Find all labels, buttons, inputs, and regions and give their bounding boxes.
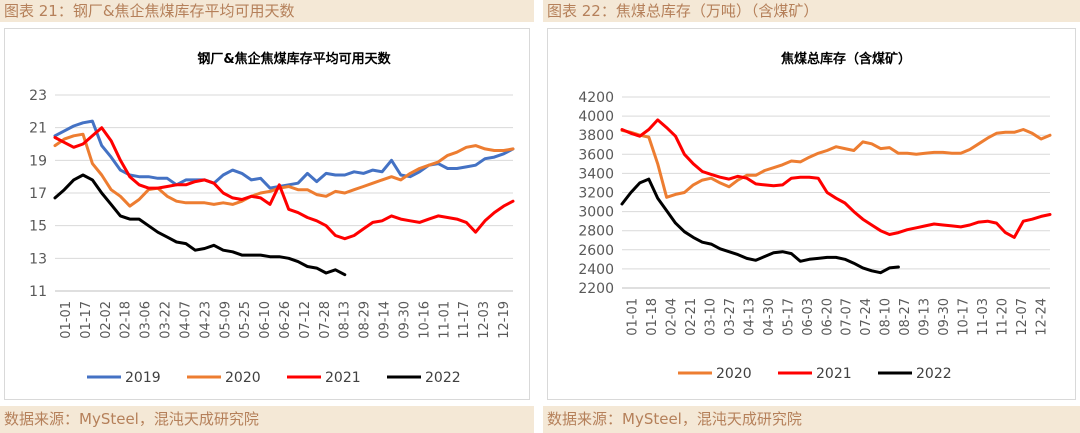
legend-label-2019: 2019 xyxy=(125,370,161,386)
y-tick-label: 2600 xyxy=(578,243,614,259)
y-tick-label: 4200 xyxy=(578,90,614,106)
legend-label-2022: 2022 xyxy=(916,366,952,382)
chart-title: 焦煤总库存（含煤矿） xyxy=(780,51,911,67)
x-tick-label: 09-30 xyxy=(397,301,412,339)
x-tick-label: 11-01 xyxy=(437,301,452,339)
x-tick-label: 01-17 xyxy=(79,301,94,339)
legend-label-2021: 2021 xyxy=(325,370,361,386)
x-tick-label: 11-17 xyxy=(457,301,472,339)
legend-label-2022: 2022 xyxy=(425,370,461,386)
x-tick-label: 11-20 xyxy=(995,298,1010,336)
series-line-2021 xyxy=(53,126,515,241)
series-line-2020 xyxy=(53,132,515,208)
x-tick-label: 03-27 xyxy=(723,298,738,336)
y-tick-label: 3600 xyxy=(578,147,614,163)
x-tick-label: 11-03 xyxy=(976,298,991,336)
x-tick-label: 05-25 xyxy=(238,301,253,339)
x-tick-label: 05-17 xyxy=(781,298,796,336)
left-source-note: 数据来源：MySteel，混沌天成研究院 xyxy=(0,406,534,433)
y-tick-label: 21 xyxy=(29,121,47,137)
y-tick-label: 3000 xyxy=(578,205,614,221)
right-figure-caption: 图表 22：焦煤总库存（万吨）（含煤矿） xyxy=(543,0,1080,22)
series-line-2019 xyxy=(53,119,515,190)
series-line-2022 xyxy=(620,177,900,275)
x-tick-label: 06-20 xyxy=(820,298,835,336)
x-tick-label: 12-03 xyxy=(477,301,492,339)
x-tick-label: 04-23 xyxy=(198,301,213,339)
x-tick-label: 04-13 xyxy=(742,298,757,336)
x-tick-label: 06-26 xyxy=(278,301,293,339)
x-tick-label: 12-19 xyxy=(497,301,512,339)
y-tick-label: 23 xyxy=(29,88,47,104)
y-tick-label: 3400 xyxy=(578,166,614,182)
legend-label-2021: 2021 xyxy=(816,366,852,382)
series-line-2022 xyxy=(53,173,347,277)
x-tick-label: 07-12 xyxy=(298,301,313,339)
x-tick-label: 05-09 xyxy=(218,301,233,339)
x-tick-label: 02-02 xyxy=(99,301,114,339)
x-tick-label: 08-27 xyxy=(898,298,913,336)
y-tick-label: 3200 xyxy=(578,186,614,202)
y-tick-label: 17 xyxy=(29,186,47,202)
right-chart-area: 焦煤总库存（含煤矿） 2200 2400 2600 2800 3000 3200 3400 36… xyxy=(547,28,1076,400)
y-tick-label: 2200 xyxy=(578,281,614,297)
x-tick-label: 07-28 xyxy=(318,301,333,339)
x-tick-label: 10-16 xyxy=(417,301,432,339)
x-tick-label: 08-13 xyxy=(338,301,353,339)
x-tick-label: 03-10 xyxy=(704,298,719,336)
x-tick-label: 09-30 xyxy=(937,298,952,336)
left-figure-caption: 图表 21：钢厂&焦企焦煤库存平均可用天数 xyxy=(0,0,534,22)
left-chart-panel: 图表 21：钢厂&焦企焦煤库存平均可用天数 钢厂&焦企焦煤库存平均可用天数 11 1… xyxy=(0,0,534,433)
x-tick-label: 06-10 xyxy=(258,301,273,339)
x-tick-label: 12-24 xyxy=(1034,298,1049,336)
x-tick-label: 09-14 xyxy=(378,301,393,339)
legend-label-2020: 2020 xyxy=(225,370,261,386)
x-tick-label: 01-01 xyxy=(59,301,74,339)
right-source-note: 数据来源：MySteel，混沌天成研究院 xyxy=(543,406,1080,433)
x-tick-label: 03-06 xyxy=(139,301,154,339)
y-tick-label: 19 xyxy=(29,153,47,169)
x-tick-label: 04-30 xyxy=(762,298,777,336)
series-line-2021 xyxy=(620,118,1052,239)
x-tick-label: 07-24 xyxy=(859,298,874,336)
x-tick-label: 02-18 xyxy=(119,301,134,339)
x-tick-label: 09-13 xyxy=(918,298,933,336)
x-tick-label: 01-01 xyxy=(626,298,641,336)
x-tick-label: 04-07 xyxy=(178,301,193,339)
x-tick-label: 06-03 xyxy=(801,298,816,336)
x-tick-label: 02-04 xyxy=(665,298,680,336)
y-tick-label: 15 xyxy=(29,219,47,235)
left-line-chart: 钢厂&焦企焦煤库存平均可用天数 11 13 15 17 19 21 23 01-01 01-17 0… xyxy=(29,51,515,386)
x-tick-label: 03-22 xyxy=(159,301,174,339)
right-chart-panel: 图表 22：焦煤总库存（万吨）（含煤矿） 焦煤总库存（含煤矿） 2200 2400 2… xyxy=(543,0,1080,433)
y-tick-label: 3800 xyxy=(578,128,614,144)
y-tick-label: 2400 xyxy=(578,262,614,278)
y-tick-label: 2800 xyxy=(578,224,614,240)
x-tick-label: 02-21 xyxy=(684,298,699,336)
x-tick-label: 12-07 xyxy=(1015,298,1030,336)
x-tick-label: 10-17 xyxy=(956,298,971,336)
x-tick-label: 08-29 xyxy=(358,301,373,339)
panel-divider xyxy=(537,0,540,433)
x-tick-label: 07-07 xyxy=(840,298,855,336)
x-tick-label: 01-18 xyxy=(645,298,660,336)
y-tick-label: 4000 xyxy=(578,109,614,125)
chart-title: 钢厂&焦企焦煤库存平均可用天数 xyxy=(197,51,391,67)
x-tick-label: 08-10 xyxy=(879,298,894,336)
right-line-chart: 焦煤总库存（含煤矿） 2200 2400 2600 2800 3000 3200 3400 36… xyxy=(578,51,1052,382)
series-line-2020 xyxy=(620,128,1052,199)
left-chart-area: 钢厂&焦企焦煤库存平均可用天数 11 13 15 17 19 21 23 01-01 01-17 0… xyxy=(4,28,530,400)
y-tick-label: 13 xyxy=(29,251,47,267)
legend-label-2020: 2020 xyxy=(716,366,752,382)
y-tick-label: 11 xyxy=(29,284,47,300)
